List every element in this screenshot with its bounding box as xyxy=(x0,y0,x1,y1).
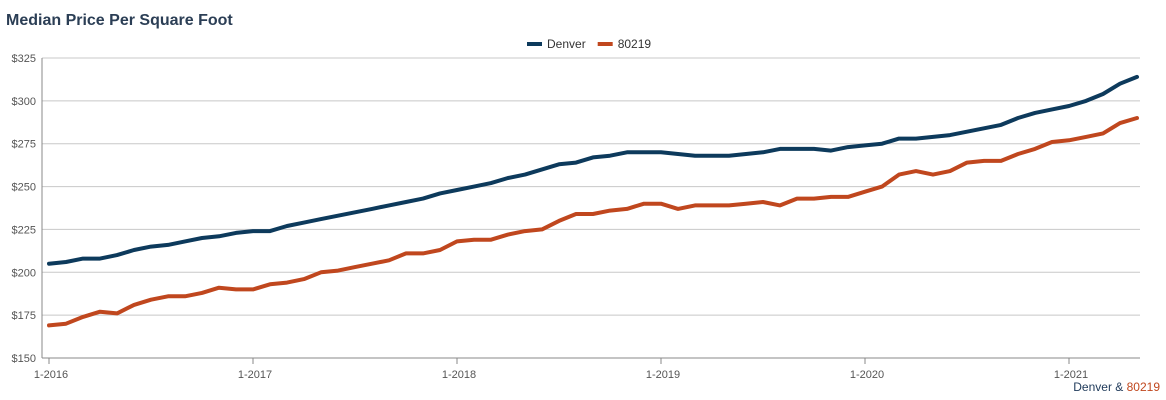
source-note-zip: 80219 xyxy=(1126,380,1160,394)
x-tick-label: 1-2020 xyxy=(850,369,884,381)
source-note-connector: & xyxy=(1111,380,1127,394)
legend: Denver 80219 xyxy=(527,37,651,51)
y-tick-label: $175 xyxy=(12,310,36,322)
axes: $150 $175 $200 $225 $250 $275 $300 $325 1-2016 1-… xyxy=(12,53,1089,381)
y-tick-label: $200 xyxy=(12,267,36,279)
y-tick-label: $225 xyxy=(12,224,36,236)
source-note: Denver & 80219 xyxy=(1073,380,1160,394)
legend-label-denver: Denver xyxy=(547,37,586,51)
series-line-80219 xyxy=(47,116,1139,328)
y-tick-label: $325 xyxy=(12,53,36,65)
x-tick-label: 1-2017 xyxy=(238,369,272,381)
series-line-denver xyxy=(47,74,1139,266)
y-tick-label: $250 xyxy=(12,182,36,194)
grid-lines xyxy=(42,57,1140,359)
x-tick-label: 1-2019 xyxy=(646,369,680,381)
source-note-denver: Denver xyxy=(1073,380,1112,394)
x-tick-label: 1-2016 xyxy=(34,369,68,381)
x-tick-label: 1-2018 xyxy=(442,369,476,381)
x-tick-label: 1-2021 xyxy=(1054,369,1088,381)
y-tick-label: $150 xyxy=(12,353,36,365)
y-tick-label: $300 xyxy=(12,96,36,108)
chart-title: Median Price Per Square Foot xyxy=(6,12,233,29)
legend-label-80219: 80219 xyxy=(618,37,652,51)
y-tick-label: $275 xyxy=(12,139,36,151)
series-lines xyxy=(47,74,1139,328)
